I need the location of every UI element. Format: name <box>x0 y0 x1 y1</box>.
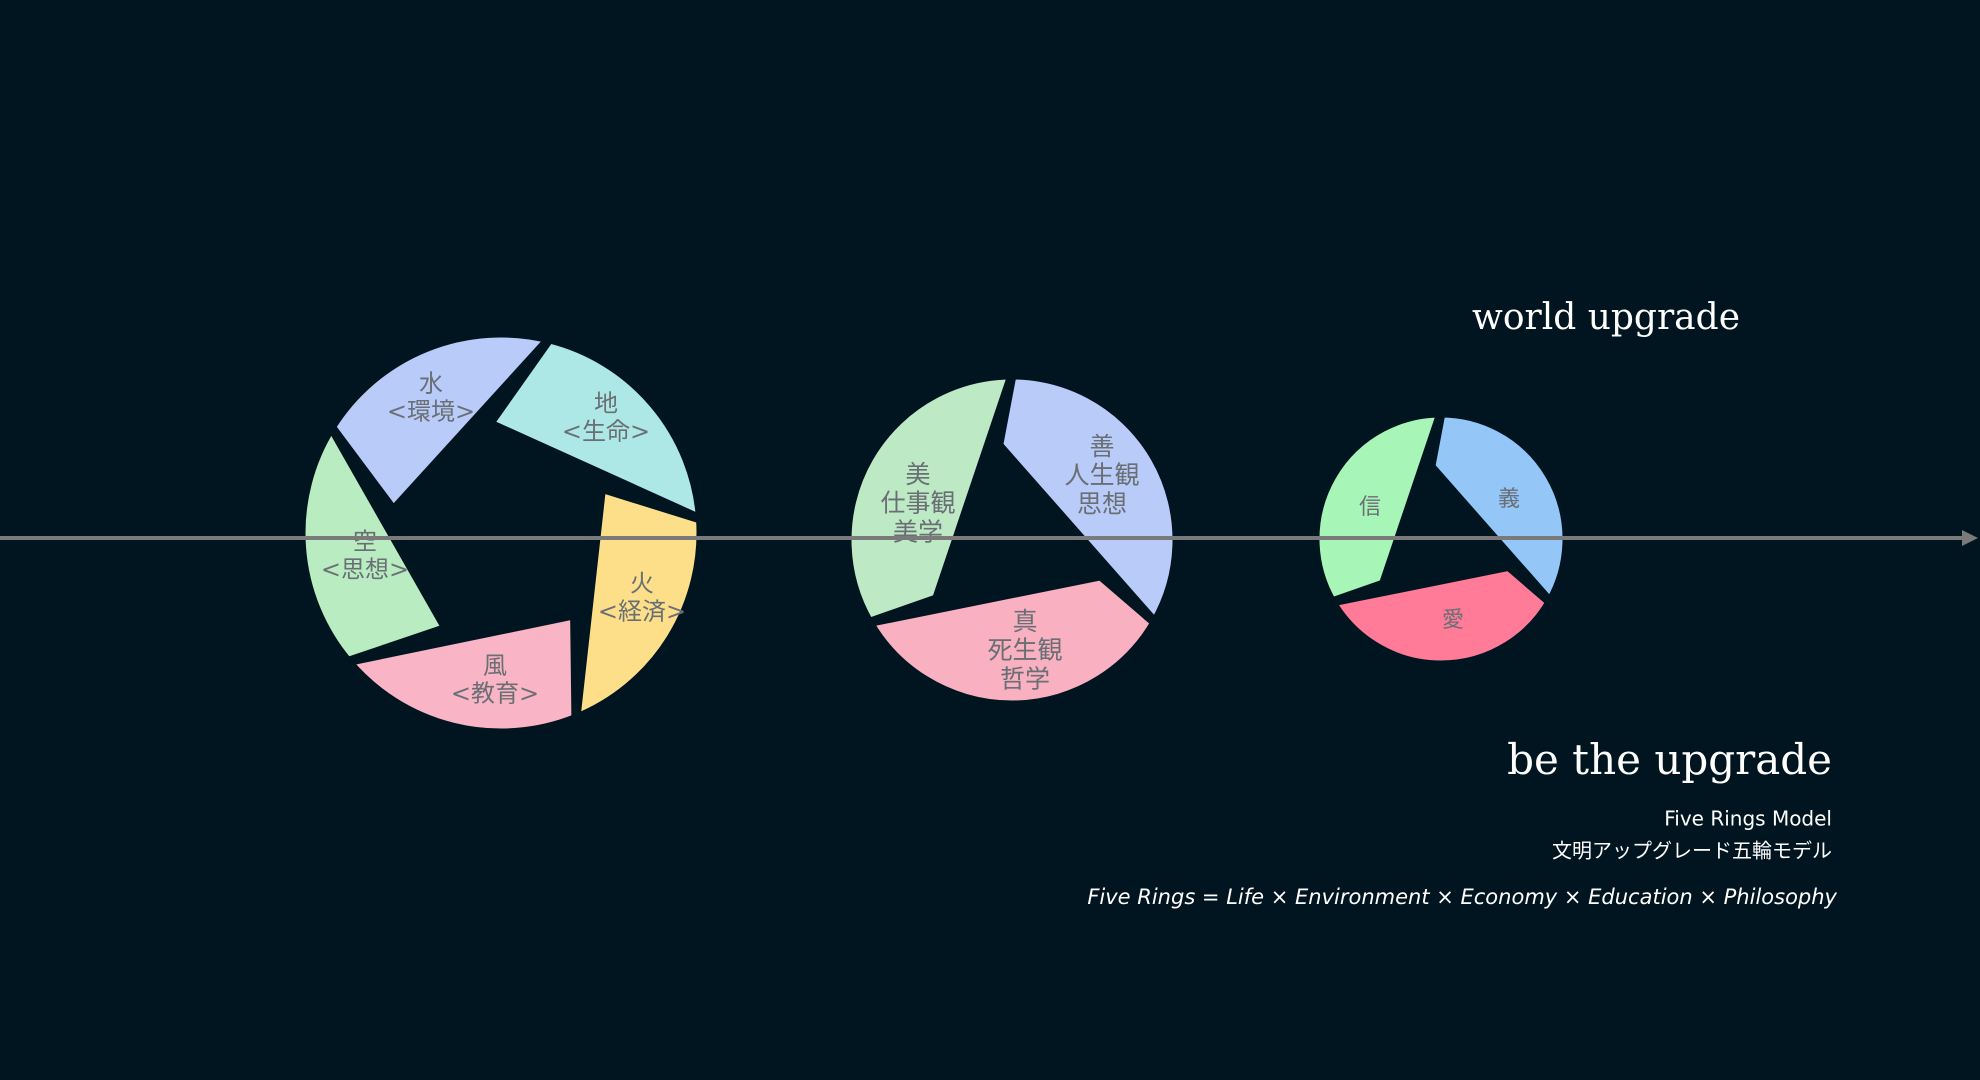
blade-label: 真 <box>1012 607 1037 636</box>
blade-label: 美 <box>905 460 930 489</box>
blade-label: 愛 <box>1442 608 1464 633</box>
wheel: 義愛 信 <box>1310 408 1572 670</box>
blade <box>1425 408 1572 610</box>
blade <box>862 571 1161 710</box>
wheel: 水<環境> 地<生命> 火<経済> 風<教育> 空<思想> <box>296 328 706 738</box>
blade <box>570 482 706 726</box>
blade-label: 義 <box>1498 487 1520 512</box>
blade-label: 死生観 <box>987 636 1062 665</box>
blade-label: 思想 <box>1077 489 1127 518</box>
blade-label: 仕事観 <box>880 489 955 518</box>
blade-label: 空 <box>353 528 377 556</box>
blade <box>339 609 581 738</box>
blade <box>842 370 1019 628</box>
blade <box>993 370 1182 631</box>
blade-label: <経済> <box>598 597 686 625</box>
blade-label: 人生観 <box>1064 461 1139 490</box>
axis-arrowhead <box>1962 530 1978 546</box>
blade-label: <思想> <box>321 555 409 583</box>
blade-label: 火 <box>630 570 654 598</box>
blade-label: 哲学 <box>1000 664 1050 693</box>
blade-label: 美学 <box>893 517 943 546</box>
blade-label: 風 <box>483 652 507 680</box>
model-name-ja: 文明アップグレード五輪モデル <box>1552 839 1832 863</box>
blade-label: 善 <box>1089 432 1114 461</box>
blade-label: <生命> <box>562 417 650 445</box>
blade-label: <環境> <box>387 397 475 425</box>
blade <box>1310 408 1448 608</box>
title: world upgrade <box>1472 297 1740 338</box>
blade-label: 地 <box>594 390 618 418</box>
blade <box>325 328 558 518</box>
tagline: be the upgrade <box>1507 735 1832 784</box>
blade-label: 水 <box>419 370 443 398</box>
blade <box>296 418 453 667</box>
model-name: Five Rings Model <box>1664 807 1832 831</box>
blade-label: <教育> <box>451 679 539 707</box>
formula: Five Rings = Life × Environment × Econom… <box>1087 885 1837 909</box>
blade-label: 信 <box>1359 495 1381 520</box>
blade <box>1324 561 1556 670</box>
blade <box>482 333 706 527</box>
